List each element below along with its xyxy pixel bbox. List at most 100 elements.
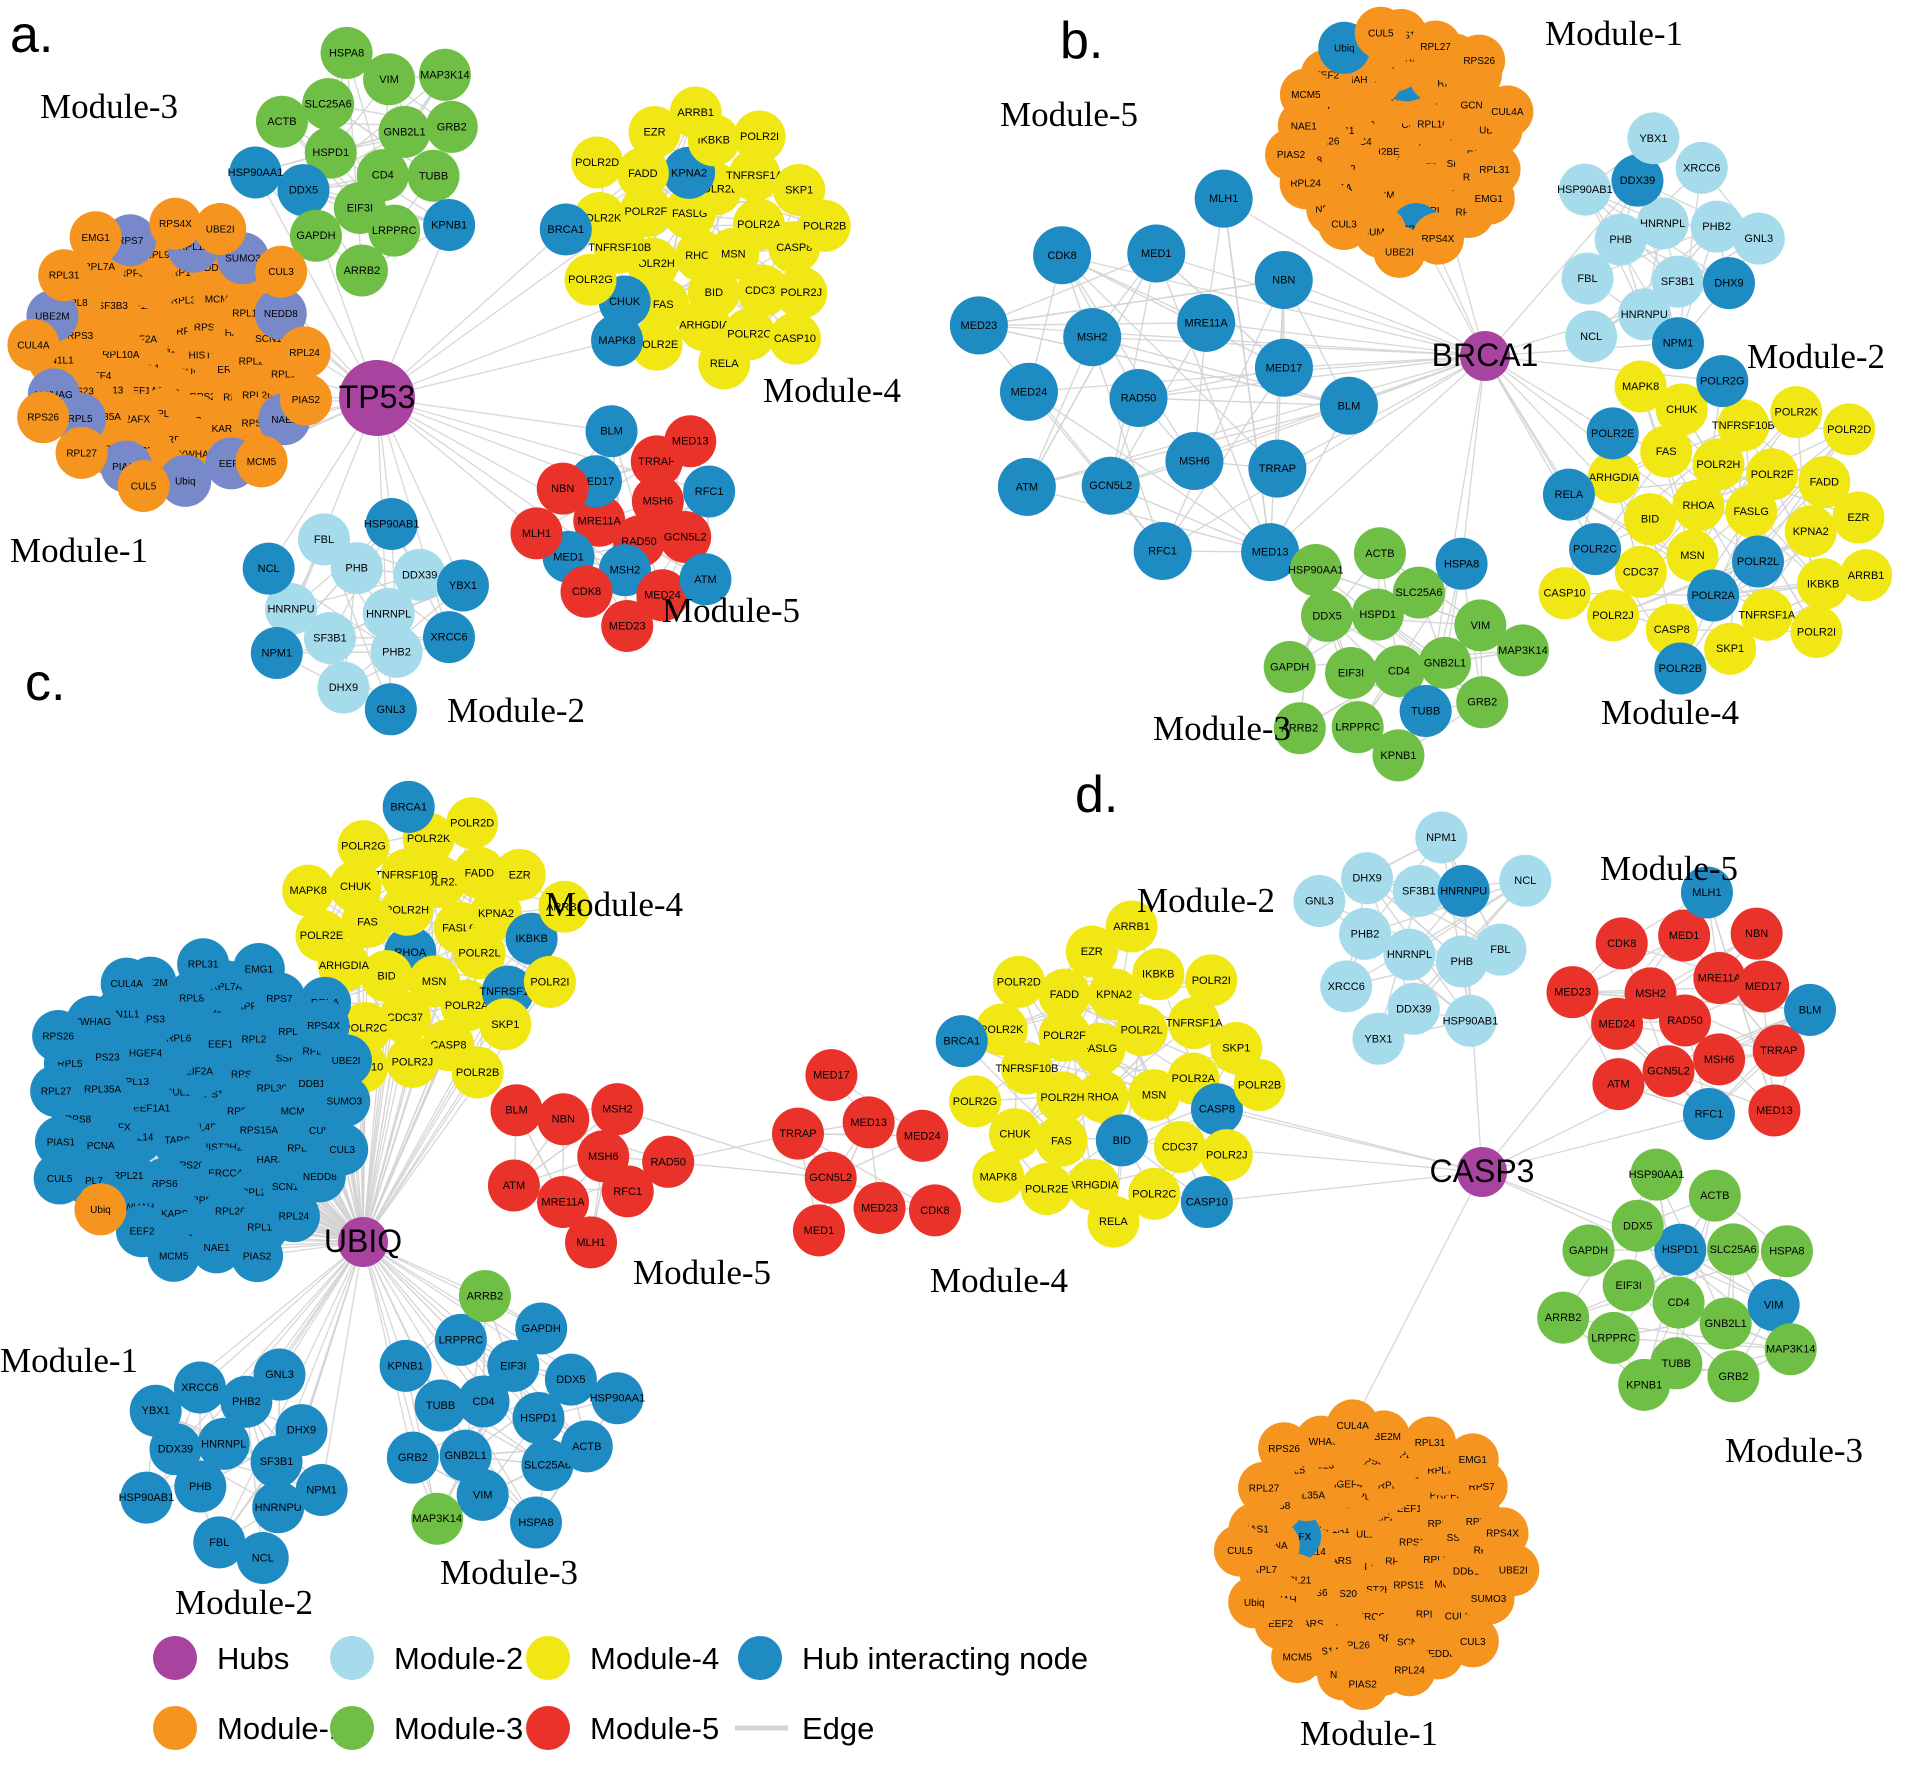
gene-label: CASP10 <box>1186 1196 1228 1208</box>
gene-label: POLR2G <box>1700 376 1745 388</box>
gene-label: KARS <box>212 424 240 435</box>
hub-edge <box>1283 279 1486 357</box>
gene-node <box>1399 684 1452 737</box>
legend-label: Module-4 <box>590 1641 719 1676</box>
gene-label: MAPK8 <box>980 1171 1017 1183</box>
gene-node <box>591 1372 644 1425</box>
gene-label: MSH2 <box>602 1104 633 1116</box>
gene-node <box>1654 1223 1707 1276</box>
gene-label: RPL26 <box>242 390 273 401</box>
gene-label: BLM <box>600 426 623 438</box>
edge <box>1691 411 1797 557</box>
gene-label: CDK8 <box>920 1205 949 1217</box>
gene-node <box>1614 360 1667 413</box>
hub-edge <box>254 172 378 399</box>
gene-label: MAP3K14 <box>1498 645 1548 657</box>
gene-label: POLR2B <box>456 1067 499 1079</box>
gene-node <box>304 126 357 179</box>
gene-label: ARRB1 <box>546 901 583 913</box>
gene-node <box>493 848 546 901</box>
gene-node <box>1630 1148 1683 1201</box>
gene-node <box>1740 588 1793 641</box>
gene-node <box>1372 729 1425 782</box>
gene-node <box>728 149 781 202</box>
gene-node <box>1748 1084 1801 1137</box>
gene-node <box>1496 624 1549 677</box>
gene-label: SKP1 <box>491 1019 519 1031</box>
gene-label: RPL23 <box>241 1187 272 1198</box>
gene-node <box>414 1379 467 1432</box>
module-label: Module-3 <box>1153 709 1291 748</box>
gene-node <box>1594 213 1647 266</box>
gene-label: TNFRSF10B <box>995 1063 1058 1075</box>
gene-label: VIM <box>473 1489 493 1501</box>
gene-node <box>1538 567 1591 620</box>
gene-node <box>1087 1195 1140 1248</box>
gene-node <box>252 1481 305 1534</box>
gene-node <box>1128 1069 1181 1122</box>
gene-node <box>193 1516 246 1569</box>
gene-node <box>320 1034 373 1087</box>
gene-label: CD4 <box>1388 666 1410 678</box>
panel-letter: d. <box>1075 766 1118 824</box>
gene-label: POLR2F <box>1751 469 1794 481</box>
gene-label: POLR2D <box>1827 424 1871 436</box>
hub-edge <box>362 1241 542 1330</box>
gene-label: TNFRSF1A <box>1738 609 1796 621</box>
hub-edge <box>978 324 1486 357</box>
gene-label: VIM <box>1764 1299 1784 1311</box>
gene-label: TUBB <box>419 170 448 182</box>
gene-node <box>1036 1071 1089 1124</box>
gene-label: UBE2I <box>1385 247 1414 258</box>
hub-edge <box>1481 1009 1811 1173</box>
gene-label: KPNA2 <box>478 908 514 920</box>
gene-label: POLR2F <box>624 206 667 218</box>
gene-node <box>1258 1422 1311 1475</box>
gene-label: RPL11 <box>178 242 208 253</box>
gene-label: MED17 <box>1266 362 1303 374</box>
gene-node <box>487 1159 540 1212</box>
gene-label: KARS <box>1296 1619 1324 1630</box>
gene-node <box>282 864 335 917</box>
text-layer-panel-d: CASP3 Module-2 Module-5 Module-4 Module-3 Mod… <box>930 766 1863 1753</box>
legend-swatch <box>526 1706 570 1750</box>
gene-node <box>1614 545 1667 598</box>
gene-node <box>422 611 475 664</box>
gene-label: PRPF3 <box>1430 1491 1463 1502</box>
gene-label: CUL2 <box>309 1126 335 1137</box>
gene-node <box>736 264 789 317</box>
edge <box>1613 1337 1791 1350</box>
gene-label: PIAS2 <box>243 1252 272 1263</box>
gene-label: EZR <box>1081 946 1103 958</box>
gene-label: ACTB <box>1365 548 1394 560</box>
gene-label: MRE11A <box>1698 973 1742 985</box>
gene-label: RPS26 <box>1463 56 1495 67</box>
edge <box>1161 279 1285 552</box>
gene-node <box>1481 85 1534 138</box>
gene-node <box>1168 997 1221 1050</box>
gene-node <box>1088 968 1141 1021</box>
gene-label: PIAS1 <box>47 1137 76 1148</box>
gene-label: RPL24 <box>289 348 320 359</box>
node-layer-panel-b: RAD50 MRE11A MSH6 MSH2 MED17 GCN5L2 MED1 TRRAP M… <box>949 6 1893 782</box>
gene-label: MSN <box>1680 550 1705 562</box>
gene-label: MAPK8 <box>598 335 635 347</box>
gene-label: XRCC6 <box>430 632 467 644</box>
gene-label: RPL21 <box>113 1171 144 1182</box>
hub-label: UBIQ <box>324 1223 402 1259</box>
gene-label: MCM4 <box>205 294 235 305</box>
gene-label: ARHGDIA <box>319 960 370 972</box>
gene-label: POLR2A <box>1172 1073 1216 1085</box>
gene-node <box>805 1049 858 1102</box>
gene-node <box>275 1404 328 1457</box>
legend-label: Hub interacting node <box>802 1641 1088 1676</box>
hub-edge <box>1206 1171 1483 1203</box>
gene-node <box>253 1348 306 1401</box>
gene-node <box>17 391 70 444</box>
gene-node <box>1331 701 1384 754</box>
gene-label: RPL11 <box>303 1046 333 1057</box>
gene-label: RFC1 <box>613 1186 642 1198</box>
gene-label: HSPD1 <box>1359 609 1396 621</box>
gene-label: EZR <box>644 127 666 139</box>
